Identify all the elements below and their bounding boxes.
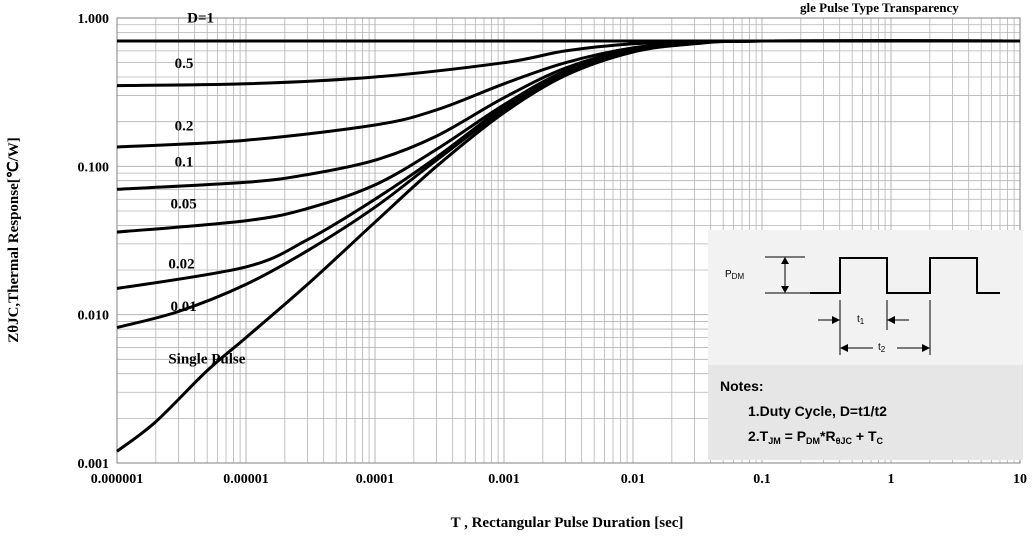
t1-label: t1 (857, 314, 865, 326)
y-tick-label: 0.010 (78, 309, 110, 324)
pdm-label: PDM (725, 269, 744, 281)
chart-title: gle Pulse Type Transparency (800, 0, 959, 15)
x-tick-label: 0.001 (488, 472, 520, 487)
series-label-0-1: 0.1 (175, 154, 194, 170)
x-tick-label: 0.00001 (223, 472, 269, 487)
t2-arrow-left-icon (840, 344, 848, 352)
series-curves (116, 39, 1021, 453)
pdm-arrow-up-icon (781, 257, 789, 264)
note-1: 1.Duty Cycle, D=t1/t2 (748, 403, 887, 419)
pdm-arrow-down-icon (781, 286, 789, 293)
y-axis-title: ZθJC,Thermal Response[℃/W] (6, 137, 22, 343)
x-axis-title: T , Rectangular Pulse Duration [sec] (451, 515, 684, 531)
t2-label-bg (873, 339, 897, 355)
x-tick-label: 0.01 (621, 472, 646, 487)
pulse-waveform (810, 257, 1000, 294)
series-line-single-pulse (116, 39, 1021, 453)
series-label-0-5: 0.5 (175, 56, 194, 72)
x-tick-label: 0.0001 (356, 472, 395, 487)
t2-arrow-right-icon (922, 344, 930, 352)
series-label-0-02: 0.02 (168, 256, 194, 272)
series-label-d-1: D=1 (187, 11, 214, 27)
x-tick-label: 0.1 (753, 472, 771, 487)
series-line-0-2 (116, 39, 1021, 149)
t1-arrow-right-icon (887, 316, 895, 324)
series-label-0-2: 0.2 (175, 118, 194, 134)
t2-label: t2 (878, 342, 886, 354)
y-axis-ticks: 0.001 0.010 0.100 1.000 (78, 12, 110, 472)
x-axis-ticks: 0.000001 0.00001 0.0001 0.001 0.01 0.1 1 10 (91, 472, 1027, 487)
y-tick-label: 0.100 (78, 160, 110, 175)
notes-title: Notes: (720, 378, 764, 394)
y-tick-label: 1.000 (78, 12, 110, 27)
series-label-0-01: 0.01 (171, 299, 197, 315)
notes-background (708, 365, 1023, 460)
series-label-single-pulse: Single Pulse (168, 351, 245, 367)
note-2: 2.TJM = PDM*RθJC + TC (748, 428, 884, 446)
inset-background (708, 230, 1023, 365)
x-tick-label: 1 (888, 472, 895, 487)
y-tick-label: 0.001 (78, 457, 110, 472)
pulse-inset: PDM t1 t2 Notes: 1.Duty Cycle, D=t1/t2 2… (708, 230, 1023, 460)
series-labels: D=1 0.5 0.2 0.1 0.05 0.02 0.01 Single Pulse (168, 11, 245, 368)
series-label-0-05: 0.05 (171, 196, 197, 212)
x-tick-label: 10 (1013, 472, 1027, 487)
x-tick-label: 0.000001 (91, 472, 144, 487)
t1-arrow-left-icon (832, 316, 840, 324)
